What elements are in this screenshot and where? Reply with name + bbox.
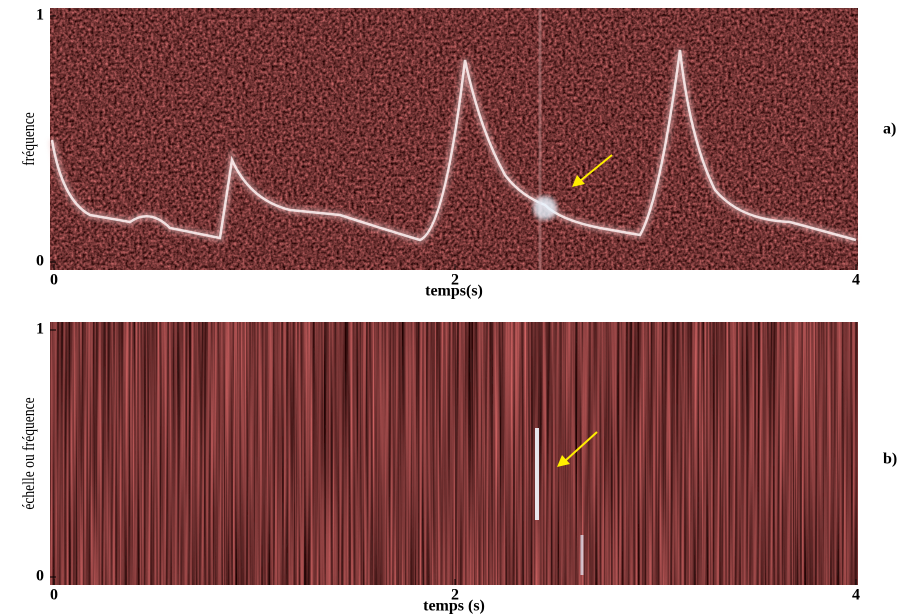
- y-tick-label: 1: [36, 7, 44, 24]
- ridge: [50, 49, 857, 242]
- y-tick-label: 0: [36, 568, 44, 585]
- arrow-head: [572, 175, 585, 187]
- x-tick-label: 0: [50, 272, 58, 289]
- panel-label: a): [883, 121, 896, 138]
- arrow-head: [557, 455, 570, 467]
- panel-label: b): [883, 451, 897, 468]
- x-tick-label: 4: [852, 587, 860, 604]
- y-tick-label: 1: [36, 321, 44, 338]
- bright-spot: [533, 196, 557, 220]
- arrow-shaft: [564, 431, 598, 462]
- y-tick-label: 0: [36, 253, 44, 270]
- x-tick-label: 0: [50, 587, 58, 604]
- spectrogram-image: [50, 322, 858, 585]
- x-axis-label: temps (s): [423, 598, 485, 614]
- x-tick-label: 2: [451, 587, 459, 604]
- x-tick-label: 2: [451, 272, 459, 289]
- x-tick-label: 4: [852, 272, 860, 289]
- y-axis-label: échelle ou fréquence: [20, 397, 39, 510]
- x-axis-label: temps(s): [425, 283, 483, 300]
- arrow-shaft: [579, 154, 613, 182]
- y-axis-label: fréquence: [20, 112, 39, 166]
